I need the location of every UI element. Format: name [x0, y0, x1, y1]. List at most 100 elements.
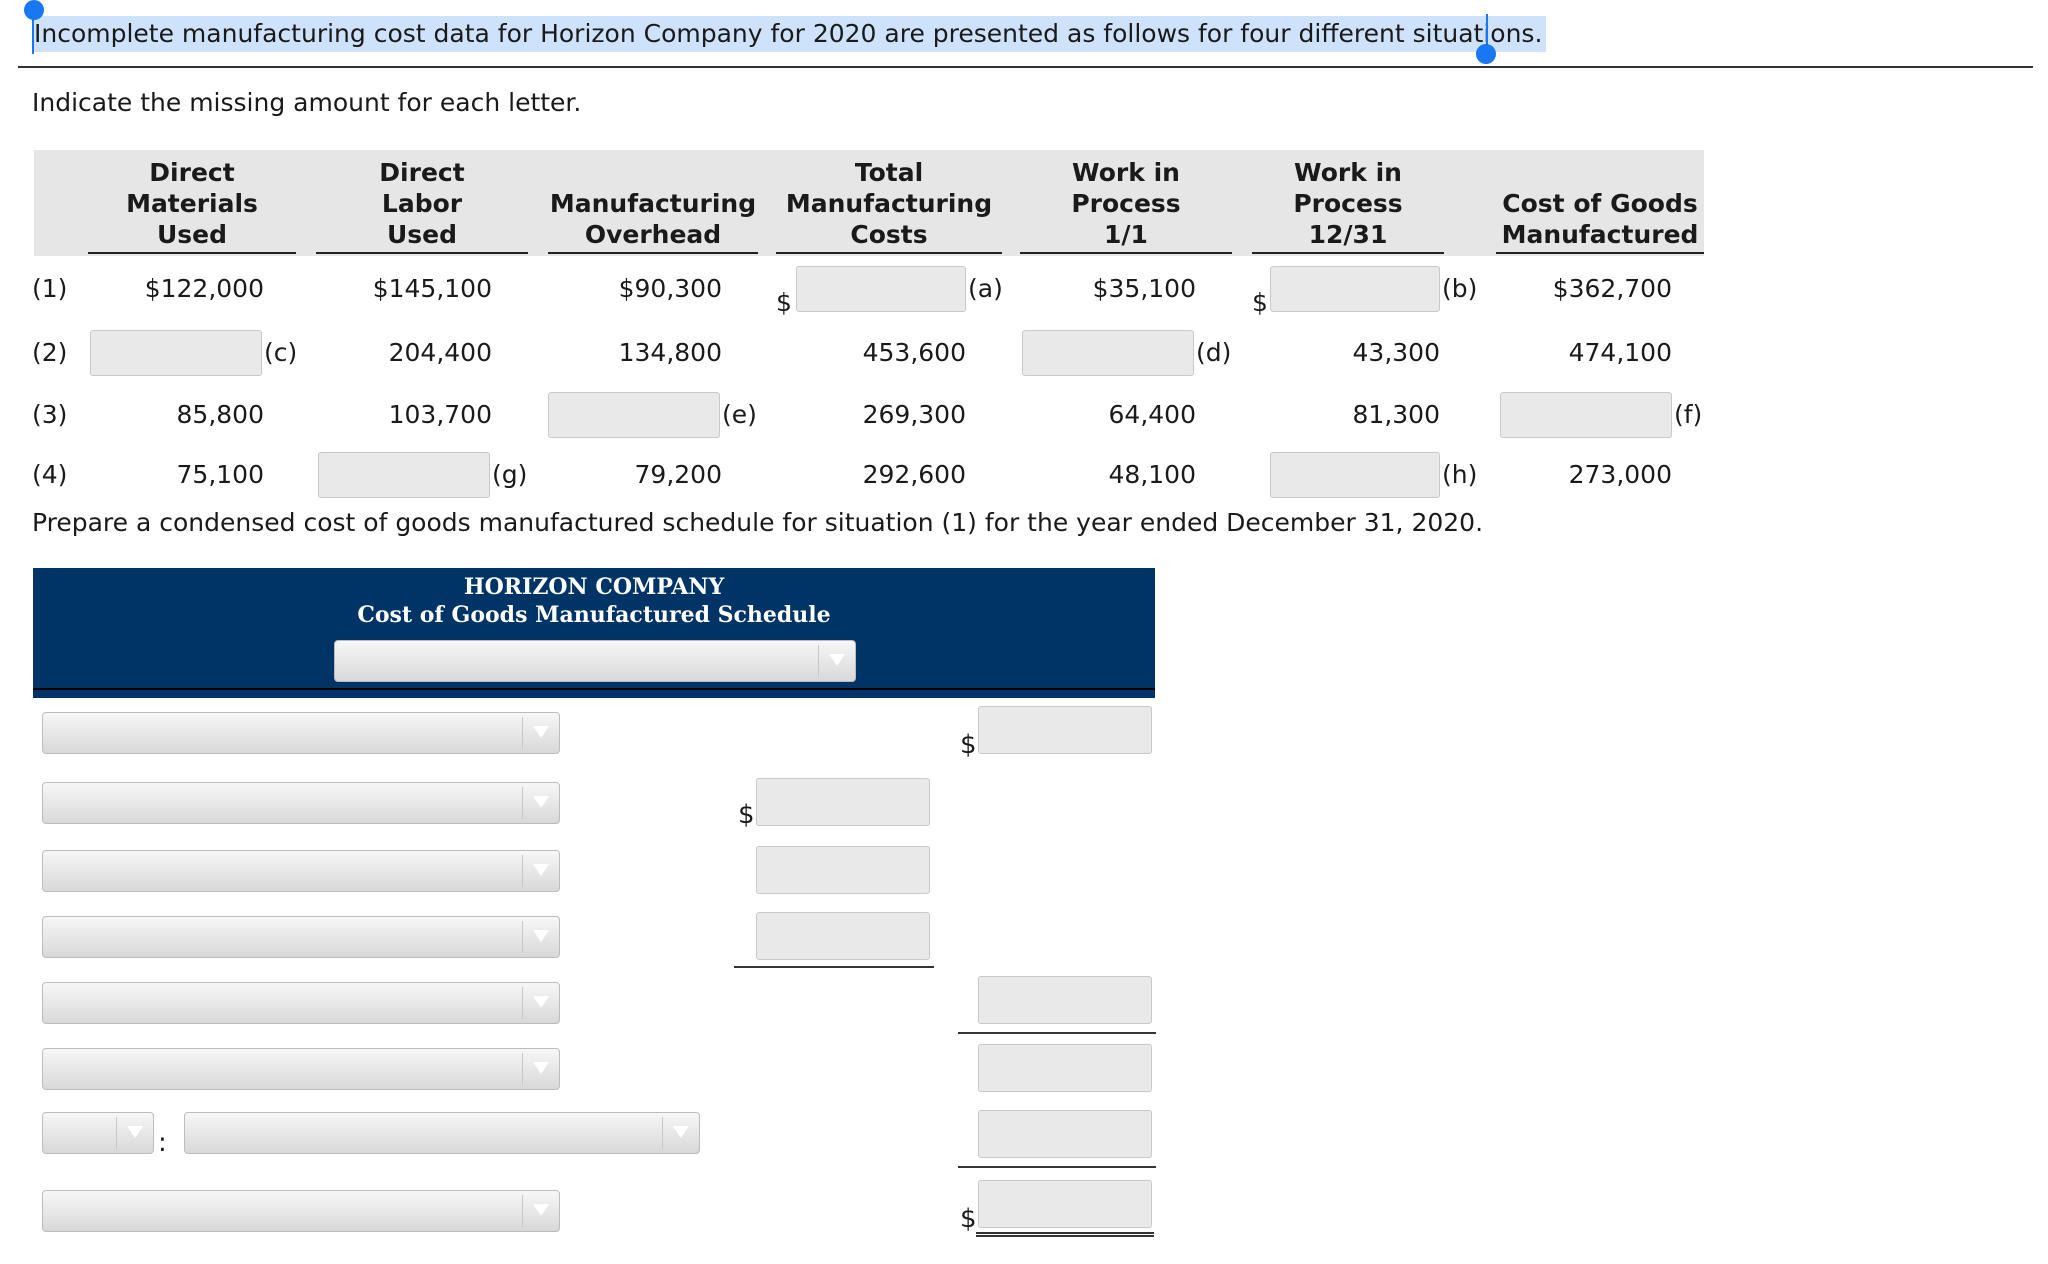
dropdown-divider — [522, 1195, 523, 1227]
instruction-text: Indicate the missing amount for each let… — [32, 88, 582, 117]
schedule-final-amount-input[interactable] — [978, 1180, 1152, 1228]
overhead-value: 134,800 — [618, 338, 722, 367]
selection-start-caret — [32, 12, 34, 54]
direct-labor-value: 204,400 — [388, 338, 492, 367]
currency-symbol: $ — [1252, 288, 1268, 317]
cogm-value: $362,700 — [1552, 274, 1672, 303]
direct-materials-value: 85,800 — [176, 400, 264, 429]
letter-label-d: (d) — [1196, 338, 1232, 367]
total-manufacturing-costs-value: 453,600 — [862, 338, 966, 367]
selection-end-handle[interactable] — [1476, 44, 1496, 64]
schedule-amount-input[interactable] — [978, 976, 1152, 1024]
currency-symbol: $ — [960, 1204, 977, 1234]
schedule-subamount-input[interactable] — [756, 778, 930, 826]
wip-ending-value: 43,300 — [1352, 338, 1440, 367]
total-manufacturing-costs-value: 292,600 — [862, 460, 966, 489]
chevron-down-icon — [533, 726, 549, 738]
header-direct-materials: Direct Materials Used — [88, 150, 296, 254]
direct-labor-value: $145,100 — [372, 274, 492, 303]
row-number: (2) — [32, 338, 68, 367]
answer-input-f[interactable] — [1500, 392, 1672, 438]
top-divider — [18, 66, 2033, 68]
answer-input-a[interactable] — [796, 266, 966, 312]
total-rule — [958, 1166, 1156, 1168]
header-manufacturing-overhead: Manufacturing Overhead — [548, 150, 758, 254]
colon-separator: : — [158, 1128, 167, 1158]
letter-label-e: (e) — [722, 400, 757, 429]
direct-labor-value: 103,700 — [388, 400, 492, 429]
selection-end-caret — [1486, 14, 1488, 56]
schedule-line-dropdown[interactable] — [184, 1112, 700, 1154]
dropdown-divider — [522, 717, 523, 749]
answer-input-g[interactable] — [318, 452, 490, 498]
total-rule — [958, 1032, 1156, 1034]
wip-beginning-value: $35,100 — [1092, 274, 1196, 303]
schedule-amount-input[interactable] — [978, 1044, 1152, 1092]
direct-materials-value: $122,000 — [144, 274, 264, 303]
letter-label-b: (b) — [1442, 274, 1478, 303]
answer-input-h[interactable] — [1270, 452, 1440, 498]
schedule-subamount-input[interactable] — [756, 912, 930, 960]
answer-input-c[interactable] — [90, 330, 262, 376]
schedule-line-dropdown[interactable] — [42, 782, 560, 824]
schedule-line-dropdown[interactable] — [42, 916, 560, 958]
answer-input-d[interactable] — [1022, 330, 1194, 376]
row-number: (1) — [32, 274, 68, 303]
selection-start-handle[interactable] — [24, 0, 44, 20]
intro-text: Incomplete manufacturing cost data for H… — [32, 16, 1547, 52]
dropdown-divider — [522, 1053, 523, 1085]
schedule-title: Cost of Goods Manufactured Schedule — [357, 602, 831, 628]
direct-materials-value: 75,100 — [176, 460, 264, 489]
row-number: (4) — [32, 460, 68, 489]
header-cost-of-goods-manufactured: Cost of Goods Manufactured — [1496, 150, 1704, 254]
currency-symbol: $ — [776, 288, 792, 317]
chevron-down-icon — [533, 864, 549, 876]
dropdown-divider — [662, 1117, 663, 1149]
schedule-amount-input[interactable] — [978, 1110, 1152, 1158]
total-manufacturing-costs-value: 269,300 — [862, 400, 966, 429]
subtotal-rule — [734, 966, 934, 968]
schedule-line-dropdown[interactable] — [42, 982, 560, 1024]
dropdown-divider — [522, 787, 523, 819]
header-wip-beginning: Work in Process 1/1 — [1020, 150, 1232, 254]
answer-input-e[interactable] — [548, 392, 720, 438]
overhead-value: $90,300 — [618, 274, 722, 303]
row-number: (3) — [32, 400, 68, 429]
wip-ending-value: 81,300 — [1352, 400, 1440, 429]
chevron-down-icon — [127, 1126, 143, 1138]
chevron-down-icon — [533, 796, 549, 808]
chevron-down-icon — [533, 1204, 549, 1216]
schedule-line-dropdown[interactable] — [42, 1048, 560, 1090]
double-total-rule — [976, 1232, 1154, 1237]
table-header-band — [34, 150, 1704, 256]
header-wip-ending: Work in Process 12/31 — [1252, 150, 1444, 254]
schedule-line-dropdown[interactable] — [42, 712, 560, 754]
currency-symbol: $ — [960, 730, 977, 760]
chevron-down-icon — [673, 1126, 689, 1138]
period-dropdown[interactable] — [334, 640, 856, 682]
letter-label-h: (h) — [1442, 460, 1478, 489]
schedule-prefix-dropdown[interactable] — [42, 1112, 154, 1154]
chevron-down-icon — [533, 930, 549, 942]
chevron-down-icon — [533, 1062, 549, 1074]
dropdown-divider — [818, 645, 819, 677]
cogm-value: 474,100 — [1568, 338, 1672, 367]
schedule-line-dropdown[interactable] — [42, 1190, 560, 1232]
schedule-line-dropdown[interactable] — [42, 850, 560, 892]
cogm-value: 273,000 — [1568, 460, 1672, 489]
dropdown-divider — [116, 1117, 117, 1149]
schedule-subamount-input[interactable] — [756, 846, 930, 894]
header-total-manufacturing-costs: Total Manufacturing Costs — [776, 150, 1002, 254]
schedule-amount-input[interactable] — [978, 706, 1152, 754]
header-direct-labor: Direct Labor Used — [316, 150, 528, 254]
answer-input-b[interactable] — [1270, 266, 1440, 312]
prepare-instruction: Prepare a condensed cost of goods manufa… — [32, 508, 1484, 537]
company-name: HORIZON COMPANY — [463, 574, 725, 600]
chevron-down-icon — [533, 996, 549, 1008]
dropdown-divider — [522, 921, 523, 953]
letter-label-g: (g) — [492, 460, 528, 489]
wip-beginning-value: 48,100 — [1108, 460, 1196, 489]
dropdown-divider — [522, 855, 523, 887]
wip-beginning-value: 64,400 — [1108, 400, 1196, 429]
overhead-value: 79,200 — [634, 460, 722, 489]
